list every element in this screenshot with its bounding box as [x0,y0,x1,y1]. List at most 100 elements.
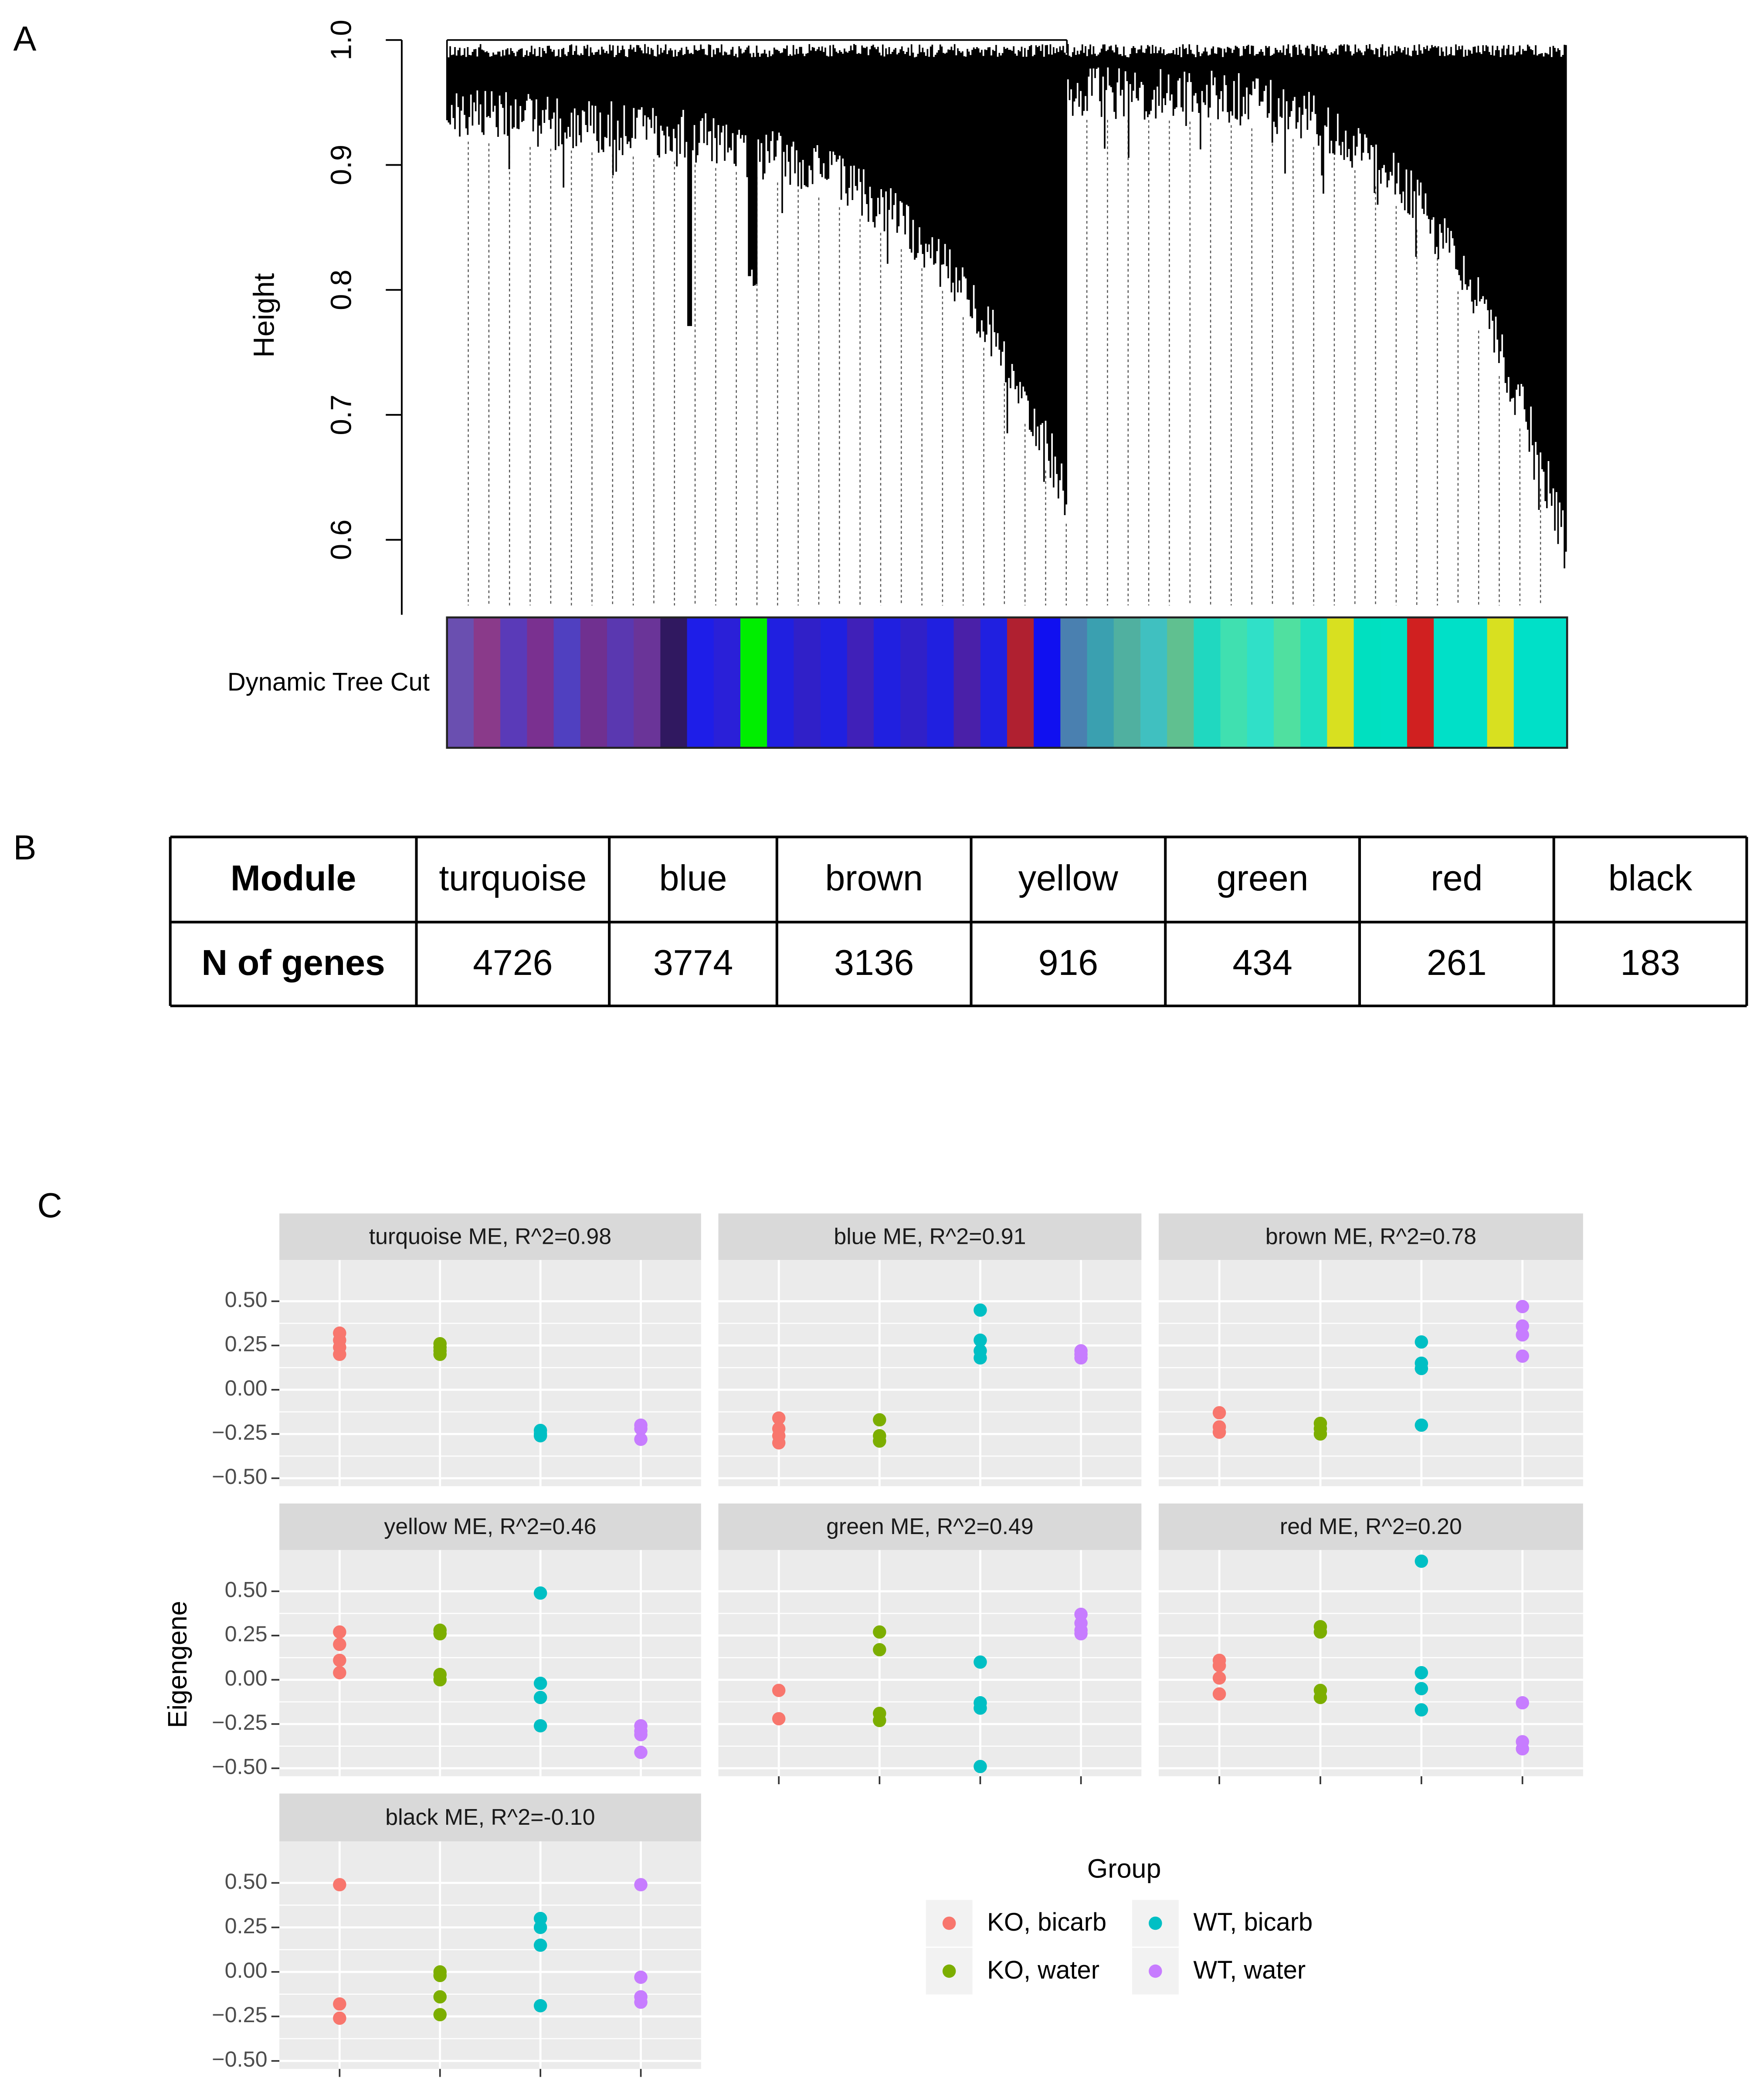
point [533,1677,547,1690]
y-tick-label: 0.9 [325,145,357,185]
facet-title: green ME, R^2=0.49 [826,1514,1034,1539]
point [1516,1696,1529,1710]
module-color-segment [1354,617,1381,748]
point [1313,1691,1327,1704]
module-color-segment [607,617,634,748]
y-tick-label: 0.00 [225,1375,268,1400]
point [873,1413,886,1427]
module-color-segment [1380,617,1408,748]
legend-label: WT, water [1193,1956,1306,1984]
point [1415,1666,1428,1680]
y-tick-label: 0.7 [325,394,357,435]
module-color-segment [740,617,768,748]
point [873,1434,886,1448]
module-color-segment [1194,617,1221,748]
point [1212,1406,1226,1419]
module-color-segment [1434,617,1461,748]
module-color-segment [660,617,688,748]
legend-label: KO, water [987,1956,1099,1984]
legend-swatch [1149,1916,1162,1930]
panel-background [718,1550,1142,1776]
point [533,1429,547,1443]
table-cell: red [1431,858,1482,898]
y-tick-label: 0.50 [225,1577,268,1602]
point [333,1997,346,2011]
point [772,1436,786,1450]
strip [1158,1213,1583,1260]
module-color-segment [847,617,874,748]
module-color-segment [1540,617,1568,748]
module-color-segment [553,617,581,748]
point [433,2008,447,2021]
facet-title: yellow ME, R^2=0.46 [384,1514,596,1539]
facet-title: black ME, R^2=-0.10 [385,1804,595,1830]
point [974,1701,987,1715]
point [533,1691,547,1704]
table-cell: 183 [1620,943,1680,983]
facet-title: brown ME, R^2=0.78 [1265,1224,1476,1249]
module-color-segment [1167,617,1194,748]
module-color-segment [927,617,954,748]
point [333,1348,346,1361]
module-color-segment [1113,617,1141,748]
point [974,1303,987,1317]
point [1212,1687,1226,1701]
point [333,1666,346,1680]
table-cell: black [1608,858,1693,898]
strip [279,1793,701,1842]
point [533,1938,547,1952]
y-tick-label: 0.25 [225,1331,268,1356]
point [634,1995,648,2009]
table-cell: 4726 [473,943,553,983]
panel-background [279,1550,701,1776]
table-cell: yellow [1018,858,1118,898]
point [1516,1328,1529,1342]
y-tick-label: −0.25 [212,2002,267,2027]
table-cell: 3136 [834,943,914,983]
panel-label: C [37,1186,62,1225]
color-bar-label: Dynamic Tree Cut [227,668,430,696]
point [333,1637,346,1651]
panel-background [279,1841,701,2069]
point [433,1990,447,2004]
y-tick-label: −0.50 [212,1754,267,1779]
point [1516,1349,1529,1363]
module-color-segment [447,617,474,748]
point [634,1745,648,1759]
facet-title: turquoise ME, R^2=0.98 [369,1224,611,1249]
strip [279,1213,701,1260]
module-color-segment [1300,617,1328,748]
point [772,1411,786,1425]
table-cell: Module [231,858,356,898]
y-tick-label: −0.50 [212,1464,267,1489]
point [873,1643,886,1657]
point [1074,1351,1088,1365]
point [333,1653,346,1667]
point [1212,1659,1226,1673]
point [1212,1671,1226,1685]
point [634,1433,648,1446]
panel-background [1158,1550,1583,1776]
point [1212,1426,1226,1439]
point [634,1878,648,1891]
point [333,1625,346,1639]
module-color-segment [873,617,901,748]
table-cell: 261 [1427,943,1487,983]
point [333,1878,346,1891]
module-color-segment [713,617,741,748]
point [1415,1361,1428,1375]
table-cell: brown [825,858,923,898]
point [433,1969,447,1983]
facet-title: red ME, R^2=0.20 [1280,1514,1462,1539]
legend-label: WT, bicarb [1193,1908,1313,1936]
y-tick-label: 0.50 [225,1869,268,1894]
y-tick-label: −0.50 [212,2047,267,2071]
facet-title: blue ME, R^2=0.91 [834,1224,1026,1249]
module-color-segment [1460,617,1488,748]
legend-title: Group [1087,1854,1161,1884]
point [533,1999,547,2013]
point [533,1921,547,1934]
leaf-guide [468,119,1541,606]
